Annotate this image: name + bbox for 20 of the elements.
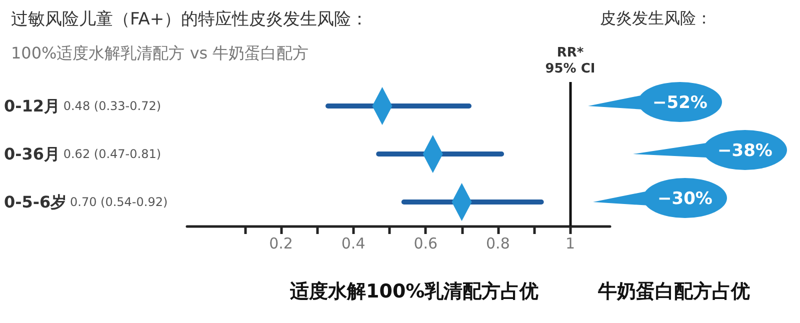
y-tick-label: 0-36月 xyxy=(4,144,60,164)
text: 适度水解100%乳清配方占优 xyxy=(289,280,539,302)
y-tick-label: 0-12月 xyxy=(4,96,60,116)
x-tick-label: 0.4 xyxy=(341,234,366,252)
x-tick-label: 0.2 xyxy=(269,234,293,252)
text: 0.70 (0.54-0.92) xyxy=(70,195,168,209)
text: 0.48 (0.33-0.72) xyxy=(63,99,162,113)
text: −52% xyxy=(652,93,708,113)
text: 牛奶蛋白配方占优 xyxy=(597,280,750,302)
text: −30% xyxy=(658,189,712,209)
y-tick-label: 0-5-6岁 xyxy=(4,192,67,212)
chart-title: 过敏风险儿童（FA+）的特应性皮炎发生风险： xyxy=(11,10,368,30)
x-tick-label: 0.8 xyxy=(486,234,510,252)
text: 皮炎发生风险： xyxy=(600,8,712,28)
ref-line-label: RR* 95% CI xyxy=(545,46,596,76)
text: −38% xyxy=(718,141,772,161)
x-tick-label: 1 xyxy=(565,234,576,252)
x-tick-label: 0.6 xyxy=(414,234,438,252)
text: 0.62 (0.47-0.81) xyxy=(63,147,162,161)
chart-subtitle: 100%适度水解乳清配方 vs 牛奶蛋白配方 xyxy=(11,44,309,62)
